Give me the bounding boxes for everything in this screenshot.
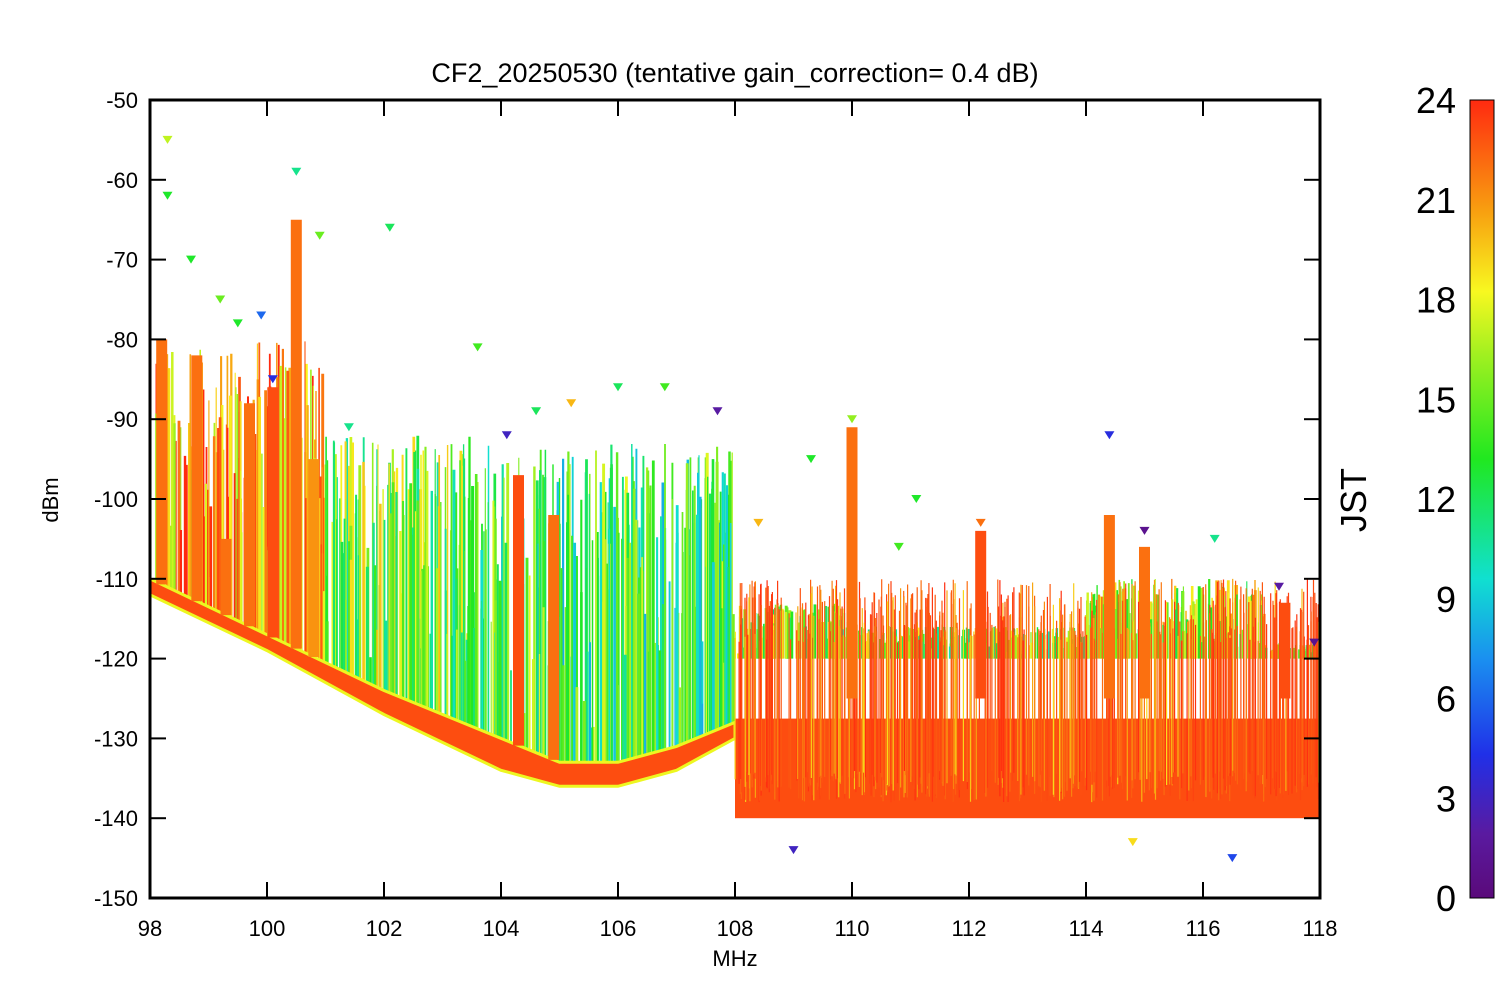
plot-area: [150, 135, 1320, 863]
peak-marker: [186, 255, 196, 264]
colorbar-label: JST: [1333, 468, 1374, 532]
colorbar-gradient: [1469, 99, 1495, 899]
chart-title: CF2_20250530 (tentative gain_correction=…: [431, 58, 1038, 88]
colorbar-tick-label: 6: [1436, 679, 1456, 720]
peak-marker: [1309, 638, 1320, 647]
colorbar-tick-label: 18: [1416, 280, 1456, 321]
x-tick-label: 118: [1302, 916, 1337, 941]
y-tick-label: -110: [96, 567, 138, 592]
x-tick-label: 100: [249, 916, 286, 941]
peak-marker: [753, 518, 764, 527]
peak-marker: [566, 399, 577, 408]
axes: 98 100 102 104 106 108 110 112 114 116 118 -50 -60 -7…: [94, 88, 1338, 941]
peak-marker: [256, 311, 267, 320]
y-axis-label: dBm: [38, 477, 63, 522]
colorbar-tick-label: 0: [1436, 878, 1456, 919]
peak-marker: [384, 223, 395, 232]
peak-marker: [267, 375, 278, 384]
peak-marker: [162, 135, 173, 144]
y-tick-label: -70: [106, 248, 138, 273]
x-tick-label: 102: [366, 916, 403, 941]
y-tick-label: -80: [106, 327, 138, 352]
peak-marker: [215, 295, 226, 304]
colorbar-ticks: 0 3 6 9 12 15 18 21 24: [1416, 80, 1456, 919]
peak-marker: [1209, 534, 1220, 543]
peak-marker: [1104, 431, 1115, 440]
x-tick-label: 114: [1068, 916, 1103, 941]
y-tick-label: -150: [94, 886, 138, 911]
colorbar-tick-label: 21: [1416, 180, 1456, 221]
peak-marker: [712, 407, 723, 416]
y-tick-label: -90: [106, 407, 138, 432]
y-tick-label: -120: [94, 647, 138, 672]
y-tick-label: -140: [94, 806, 138, 831]
peak-marker: [806, 455, 816, 464]
peak-marker: [291, 167, 302, 176]
colorbar-tick-label: 3: [1436, 778, 1456, 819]
x-tick-label: 112: [951, 916, 986, 941]
x-tick-label: 116: [1185, 916, 1220, 941]
y-tick-label: -130: [94, 726, 138, 751]
peak-marker: [893, 542, 904, 551]
y-tick-label: -50: [106, 88, 138, 113]
x-tick-label: 98: [138, 916, 162, 941]
peak-marker: [472, 343, 483, 352]
colorbar: 0 3 6 9 12 15 18 21 24 JST: [1333, 80, 1495, 919]
peak-marker: [232, 319, 243, 328]
peak-marker: [788, 846, 799, 855]
peak-marker: [1127, 838, 1138, 847]
peak-marker: [501, 431, 512, 440]
peak-marker: [314, 231, 325, 240]
colorbar-tick-label: 24: [1416, 80, 1456, 121]
peak-marker: [1274, 582, 1284, 591]
x-tick-label: 106: [600, 916, 637, 941]
colorbar-tick-label: 15: [1416, 379, 1456, 420]
x-tick-label: 104: [483, 916, 520, 941]
peak-marker: [1227, 854, 1238, 863]
x-tick-label: 110: [834, 916, 869, 941]
carrier-traces: [156, 219, 1291, 760]
peak-marker: [1139, 526, 1150, 535]
peak-marker: [975, 518, 986, 527]
y-tick-label: -100: [94, 487, 138, 512]
x-axis-label: MHz: [712, 946, 757, 971]
peak-marker: [659, 383, 670, 392]
y-tick-label: -60: [106, 168, 138, 193]
peak-marker: [847, 415, 857, 424]
x-tick-label: 108: [717, 916, 754, 941]
colorbar-tick-label: 12: [1416, 479, 1456, 520]
colorbar-tick-label: 9: [1436, 579, 1456, 620]
peak-marker: [531, 407, 542, 416]
peak-marker: [613, 383, 623, 392]
noise-floor: [150, 577, 1320, 819]
peak-marker: [343, 423, 354, 432]
peak-marker: [162, 191, 173, 200]
peak-marker: [911, 495, 922, 503]
signal-peaks: [162, 135, 1320, 863]
